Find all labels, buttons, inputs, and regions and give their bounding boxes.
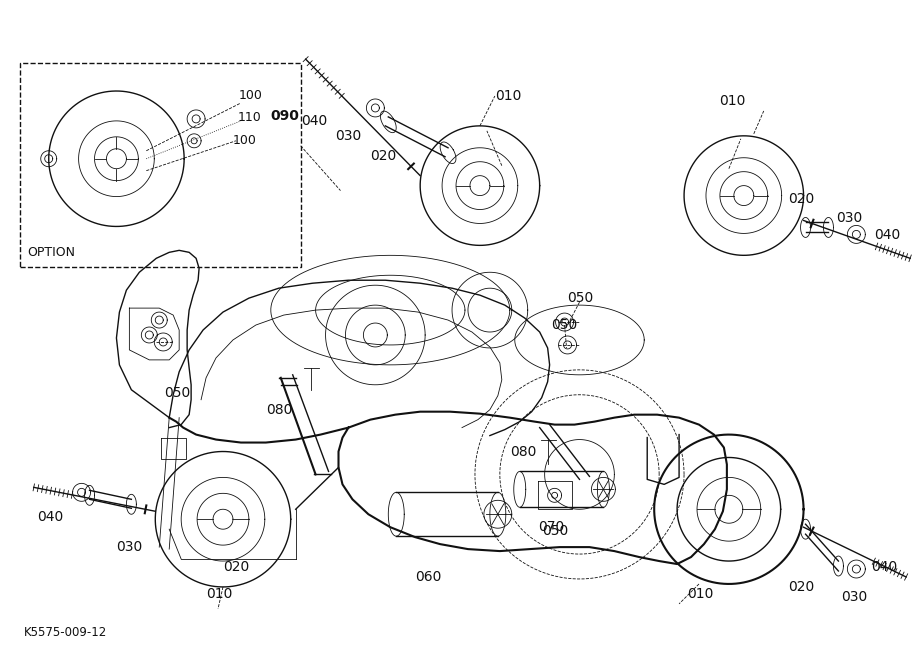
Text: 100: 100 — [233, 134, 256, 147]
Text: 040: 040 — [301, 114, 327, 128]
Text: 020: 020 — [370, 149, 397, 163]
Text: 020: 020 — [789, 580, 815, 594]
Text: 080: 080 — [266, 403, 292, 417]
Text: 030: 030 — [335, 129, 362, 143]
Text: 010: 010 — [206, 587, 233, 601]
Text: 050: 050 — [568, 291, 594, 305]
Text: 040: 040 — [871, 560, 898, 574]
Text: 030: 030 — [117, 540, 142, 554]
Text: 100: 100 — [239, 89, 263, 103]
Text: 010: 010 — [494, 89, 521, 103]
Text: 010: 010 — [719, 94, 745, 108]
Bar — [20, 63, 301, 267]
Text: 050: 050 — [165, 386, 190, 400]
Text: 020: 020 — [223, 560, 249, 574]
Text: 070: 070 — [538, 520, 564, 534]
Text: 020: 020 — [789, 191, 815, 205]
Text: 040: 040 — [874, 228, 901, 242]
Text: 090: 090 — [271, 109, 300, 123]
Text: 040: 040 — [37, 510, 63, 524]
Text: 030: 030 — [836, 211, 863, 225]
Text: 050: 050 — [541, 524, 568, 538]
Text: K5575-009-12: K5575-009-12 — [24, 626, 108, 639]
Text: OPTION: OPTION — [27, 246, 74, 259]
Text: 050: 050 — [551, 318, 578, 332]
Text: 110: 110 — [238, 111, 262, 125]
Text: 010: 010 — [687, 587, 713, 601]
Text: 080: 080 — [510, 444, 536, 458]
Text: 030: 030 — [842, 590, 868, 604]
Text: 060: 060 — [415, 570, 441, 584]
